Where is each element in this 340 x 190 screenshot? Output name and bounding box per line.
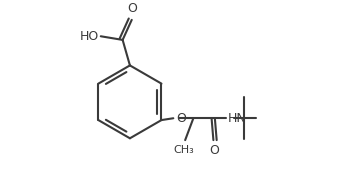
Text: HN: HN — [227, 112, 246, 125]
Text: O: O — [176, 112, 186, 125]
Text: CH₃: CH₃ — [174, 145, 194, 155]
Text: O: O — [209, 144, 219, 157]
Text: HO: HO — [80, 30, 99, 43]
Text: O: O — [127, 2, 137, 15]
